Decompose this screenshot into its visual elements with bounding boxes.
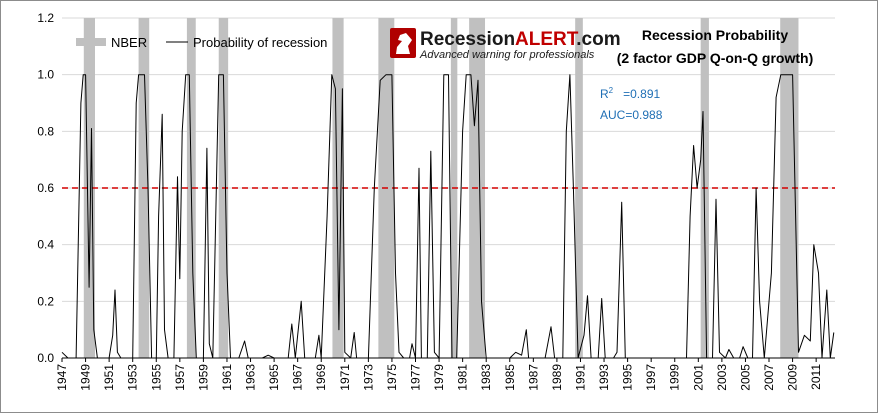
x-tick-label: 1969 bbox=[314, 364, 328, 391]
x-tick-label: 1957 bbox=[173, 364, 187, 391]
x-tick-label: 1953 bbox=[126, 364, 140, 391]
x-tick-label: 1975 bbox=[385, 364, 399, 391]
nber-recession-bar bbox=[83, 18, 95, 358]
x-tick-label: 1979 bbox=[432, 364, 446, 391]
y-tick-label: 0.8 bbox=[37, 124, 54, 138]
x-tick-label: 2001 bbox=[691, 364, 705, 391]
legend-nber-swatch bbox=[76, 38, 106, 46]
brand-name: RecessionALERT.com bbox=[420, 29, 621, 50]
legend-nber-label: NBER bbox=[111, 35, 147, 50]
y-tick-label: 0.6 bbox=[37, 181, 54, 195]
y-tick-label: 0.2 bbox=[37, 294, 54, 308]
x-tick-label: 1961 bbox=[220, 364, 234, 391]
probability-line bbox=[61, 74, 835, 359]
auc-stat: AUC=0.988 bbox=[600, 108, 663, 122]
x-tick-label: 1983 bbox=[479, 364, 493, 391]
y-axis-ticks: 0.0 0.2 0.4 0.6 0.8 1.0 1.2 bbox=[37, 11, 54, 365]
r2-superscript: 2 bbox=[609, 86, 614, 95]
legend-line-label: Probability of recession bbox=[193, 35, 327, 50]
x-tick-label: 1963 bbox=[244, 364, 258, 391]
r2-label: R bbox=[600, 87, 609, 101]
brand-accent: ALERT bbox=[515, 29, 579, 50]
x-tick-label: 1959 bbox=[196, 364, 210, 391]
r-squared-stat: R2 =0.891 bbox=[600, 86, 660, 101]
x-tick-label: 1971 bbox=[338, 364, 352, 391]
x-tick-label: 1977 bbox=[409, 364, 423, 391]
x-tick-label: 2005 bbox=[738, 364, 752, 391]
brand-plain: Recession bbox=[420, 29, 515, 50]
x-tick-label: 1985 bbox=[503, 364, 517, 391]
x-tick-label: 1955 bbox=[149, 364, 163, 391]
legend: NBER Probability of recession bbox=[76, 35, 327, 50]
x-tick-label: 1987 bbox=[526, 364, 540, 391]
x-tick-label: 1967 bbox=[291, 364, 305, 391]
x-tick-label: 1997 bbox=[644, 364, 658, 391]
chart-subtitle: (2 factor GDP Q-on-Q growth) bbox=[617, 50, 814, 66]
x-tick-label: 2011 bbox=[809, 364, 823, 390]
nber-recession-bar bbox=[780, 18, 799, 358]
x-tick-label: 1947 bbox=[55, 364, 69, 391]
y-tick-label: 0.0 bbox=[37, 351, 54, 365]
x-tick-label: 1993 bbox=[597, 364, 611, 391]
y-tick-label: 1.0 bbox=[37, 68, 54, 82]
x-tick-label: 1991 bbox=[573, 364, 587, 391]
x-tick-label: 2003 bbox=[715, 364, 729, 391]
brand-tagline: Advanced warning for professionals bbox=[419, 49, 595, 61]
x-tick-label: 2009 bbox=[786, 364, 800, 391]
brand-logo: RecessionALERT.com Advanced warning for … bbox=[390, 28, 621, 61]
y-tick-label: 0.4 bbox=[37, 238, 54, 252]
chart-title: Recession Probability bbox=[642, 27, 788, 43]
x-tick-label: 1981 bbox=[456, 364, 470, 391]
nber-recession-bar bbox=[332, 18, 344, 358]
knight-silhouette bbox=[396, 33, 412, 54]
x-tick-label: 1973 bbox=[361, 364, 375, 391]
x-tick-label: 1995 bbox=[621, 364, 635, 391]
x-tick-label: 1989 bbox=[550, 364, 564, 391]
x-tick-label: 1999 bbox=[668, 364, 682, 391]
y-tick-label: 1.2 bbox=[37, 11, 54, 25]
x-tick-label: 1951 bbox=[102, 364, 116, 391]
x-axis-ticks: 1947 1949 1951 1953 1955 1957 1959 1961 1963 1965… bbox=[55, 358, 823, 391]
x-tick-label: 1949 bbox=[79, 364, 93, 391]
nber-recession-bar bbox=[575, 18, 583, 358]
x-tick-label: 2007 bbox=[762, 364, 776, 391]
x-tick-label: 1965 bbox=[267, 364, 281, 391]
r2-value: =0.891 bbox=[623, 87, 660, 101]
brand-suffix: .com bbox=[576, 29, 620, 50]
